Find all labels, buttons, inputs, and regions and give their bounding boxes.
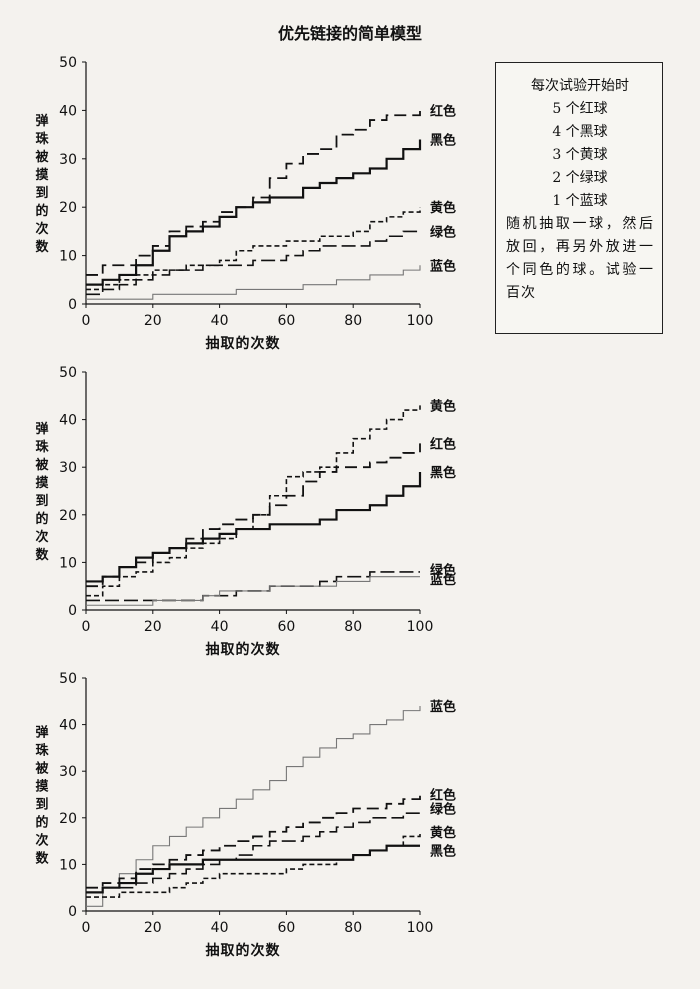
chart-1-y-axis-label: 弹珠被摸到的次数 <box>34 113 49 255</box>
page-title: 优先链接的简单模型 <box>277 24 422 43</box>
chart-2-series-4-label: 绿色 <box>430 563 456 579</box>
info-item-blue: 1 个蓝球 <box>552 193 608 209</box>
chart-1: 0 10 20 30 40 50 0 20 40 60 80 100 抽取的次数 弹珠被摸到的次数 红色黑色… <box>34 55 456 352</box>
chart-1-series-1-label: 红色 <box>430 103 456 119</box>
chart-3-series-3-label: 绿色 <box>430 801 456 817</box>
chart-2-x-tick-label: 100 <box>407 619 434 635</box>
chart-1-y-tick-label: 0 <box>68 297 77 313</box>
chart-1-series-4-label: 绿色 <box>430 224 456 240</box>
chart-3-y-tick-label: 10 <box>59 857 77 873</box>
chart-1-y-tick-label: 50 <box>59 55 77 71</box>
chart-3-y-tick-label: 20 <box>59 811 77 827</box>
chart-1-series-4-line <box>86 230 420 296</box>
chart-3-x-axis-label: 抽取的次数 <box>206 942 281 959</box>
chart-3-x-tick-label: 60 <box>277 920 295 936</box>
info-item-green: 2 个绿球 <box>552 170 608 186</box>
chart-3-x-tick-label: 80 <box>344 920 362 936</box>
chart-2-x-tick-label: 0 <box>82 619 91 635</box>
chart-1-x-tick-label: 20 <box>144 313 162 329</box>
chart-3-series-2-label: 红色 <box>430 788 456 804</box>
chart-2-series-1-label: 黄色 <box>430 398 456 414</box>
chart-3-y-axis-label: 弹珠被摸到的次数 <box>34 725 49 867</box>
chart-1-series-3-label: 黄色 <box>430 200 456 216</box>
chart-1-series-5-label: 蓝色 <box>430 258 456 274</box>
info-body: 随机抽取一球，然后放回，再另外放进一个同色的球。试验一百次 <box>506 216 654 301</box>
chart-1-x-tick-label: 60 <box>277 313 295 329</box>
chart-1-y-tick-label: 30 <box>59 152 77 168</box>
chart-3-y-tick-label: 50 <box>59 671 77 687</box>
chart-3-y-tick-label: 0 <box>68 904 77 920</box>
chart-1-series-5-line <box>86 265 421 300</box>
chart-3-x-tick-label: 100 <box>407 920 434 936</box>
chart-1-x-tick-label: 40 <box>211 313 229 329</box>
chart-3-series-2-line <box>86 794 421 889</box>
chart-3-x-tick-label: 40 <box>211 920 229 936</box>
chart-2-series-5-line <box>86 576 420 606</box>
chart-2-y-tick-label: 10 <box>59 555 77 571</box>
experiment-info-box: 每次试验开始时 5 个红球 4 个黑球 3 个黄球 2 个绿球 1 个蓝球 随机… <box>495 62 663 334</box>
chart-3-series-1-line <box>86 705 421 907</box>
chart-2-series-1-line <box>86 405 421 597</box>
chart-1-series-1-line <box>86 110 421 276</box>
chart-2-x-tick-label: 40 <box>211 619 229 635</box>
chart-2-x-tick-label: 20 <box>144 619 162 635</box>
chart-3-series-1-label: 蓝色 <box>430 699 456 715</box>
chart-2-y-tick-label: 30 <box>59 460 77 476</box>
chart-2-y-axis-label: 弹珠被摸到的次数 <box>34 421 49 563</box>
chart-3-x-tick-label: 0 <box>82 920 91 936</box>
chart-3-series-5-label: 黑色 <box>430 843 456 859</box>
info-item-yellow: 3 个黄球 <box>552 147 608 163</box>
chart-1-y-tick-label: 20 <box>59 200 77 216</box>
chart-2-x-axis-label: 抽取的次数 <box>206 641 281 658</box>
chart-1-series-2-line <box>86 139 422 286</box>
chart-1-x-tick-label: 100 <box>407 313 434 329</box>
chart-2-series-3-label: 黑色 <box>430 465 456 481</box>
chart-2-series-5-label: 蓝色 <box>430 572 456 588</box>
chart-1-series-2-label: 黑色 <box>430 132 456 148</box>
chart-1-x-tick-label: 80 <box>344 313 362 329</box>
chart-2-y-tick-label: 20 <box>59 508 77 524</box>
chart-3-series-3-line <box>86 808 421 894</box>
info-item-black: 4 个黑球 <box>552 124 608 140</box>
chart-3-series-5-line <box>86 844 420 894</box>
chart-1-x-axis-label: 抽取的次数 <box>206 335 281 352</box>
chart-3-series-4-label: 黄色 <box>430 825 456 841</box>
chart-2-y-tick-label: 40 <box>59 413 77 429</box>
chart-2-y-tick-label: 0 <box>68 603 77 619</box>
chart-2-series-3-line <box>86 471 422 583</box>
chart-1-y-tick-label: 40 <box>59 103 77 119</box>
chart-1-y-tick-label: 10 <box>59 249 77 265</box>
info-heading: 每次试验开始时 <box>531 78 629 94</box>
chart-2-series-2-line <box>86 443 421 588</box>
chart-3-y-tick-label: 40 <box>59 718 77 734</box>
chart-2-series-2-label: 红色 <box>430 436 456 452</box>
chart-3: 0 10 20 30 40 50 0 20 40 60 80 100 抽取的次数 弹珠被摸到的次数 蓝色红色… <box>34 671 456 959</box>
chart-2-x-tick-label: 80 <box>344 619 362 635</box>
chart-1-x-tick-label: 0 <box>82 313 91 329</box>
info-item-red: 5 个红球 <box>552 101 608 117</box>
chart-3-y-tick-label: 30 <box>59 764 77 780</box>
chart-2-x-tick-label: 60 <box>277 619 295 635</box>
chart-3-x-tick-label: 20 <box>144 920 162 936</box>
chart-2-y-tick-label: 50 <box>59 365 77 381</box>
chart-2: 0 10 20 30 40 50 0 20 40 60 80 100 抽取的次数 弹珠被摸到的次数 黄色红色… <box>34 365 456 658</box>
chart-1-series-3-line <box>86 207 421 291</box>
